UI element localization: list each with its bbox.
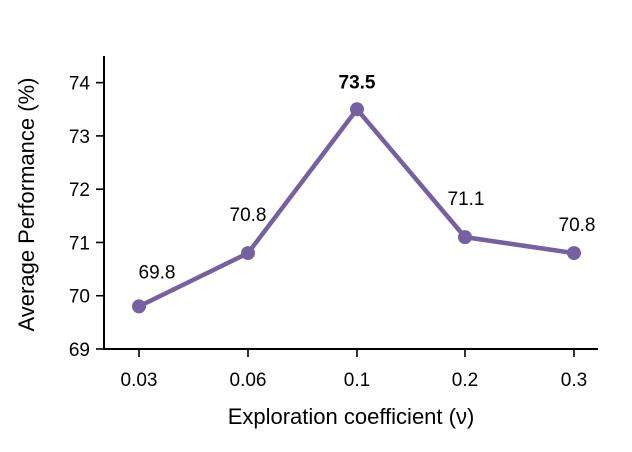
y-axis: 69 70 71 72 73 74 — [69, 56, 105, 361]
x-tick-label-1: 0.06 — [230, 370, 267, 391]
data-point-3 — [458, 230, 472, 245]
data-point-0 — [132, 299, 146, 314]
y-tick-label-3: 72 — [69, 180, 90, 201]
series — [132, 102, 581, 314]
data-label-4: 70.8 — [559, 215, 596, 236]
x-tick-label-3: 0.2 — [452, 370, 478, 391]
y-tick-label-4: 73 — [69, 127, 90, 148]
data-point-2 — [350, 102, 364, 117]
series-line-0 — [136, 107, 577, 309]
y-axis-title: Average Performance (%) — [14, 78, 39, 332]
x-tick-label-2: 0.1 — [344, 370, 370, 391]
x-tick-label-0: 0.03 — [121, 370, 158, 391]
data-point-4 — [567, 246, 581, 261]
data-label-0: 69.8 — [139, 262, 176, 283]
x-axis-title: Exploration coefficient (ν) — [228, 404, 475, 429]
data-labels: 69.8 70.8 73.5 71.1 70.8 — [139, 72, 596, 283]
data-point-1 — [241, 246, 255, 261]
x-tick-label-4: 0.3 — [561, 370, 587, 391]
data-label-2: 73.5 — [339, 72, 376, 93]
x-axis: 0.03 0.06 0.1 0.2 0.3 — [103, 348, 598, 391]
y-tick-label-1: 70 — [69, 287, 90, 308]
y-tick-label-2: 71 — [69, 233, 90, 254]
y-tick-label-0: 69 — [69, 340, 90, 361]
data-label-3: 71.1 — [448, 189, 485, 210]
y-tick-label-5: 74 — [69, 74, 91, 95]
data-label-1: 70.8 — [230, 205, 267, 226]
